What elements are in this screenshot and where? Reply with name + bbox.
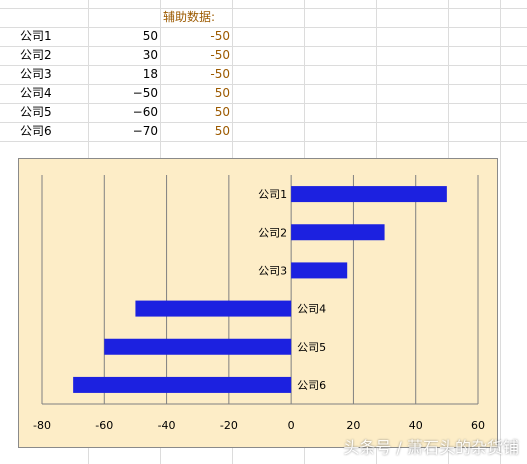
row-value-cell[interactable]: −50: [132, 86, 158, 100]
x-tick-label: 60: [471, 419, 485, 432]
row-value-cell[interactable]: 50: [142, 29, 158, 43]
bar: [135, 300, 292, 317]
bar: [73, 376, 292, 393]
grid-row-line: [0, 8, 527, 9]
bar-chart[interactable]: -80 -60 -40 -20 0 20 40 60 公司1 公司2 公司3 公司4 公司5 公司6: [18, 158, 498, 448]
grid-row-line: [0, 65, 527, 66]
row-value-cell[interactable]: −60: [132, 105, 158, 119]
row-aux-cell[interactable]: 50: [214, 86, 230, 100]
grid-row-line: [0, 141, 527, 142]
watermark-text: 头条号 / 萧石头的杂货铺: [343, 438, 519, 457]
x-tick-label: -60: [95, 419, 113, 432]
row-aux-cell[interactable]: -50: [210, 48, 230, 62]
row-name-cell[interactable]: 公司1: [20, 29, 52, 43]
category-label: 公司1: [258, 188, 287, 201]
category-label: 公司2: [258, 226, 287, 239]
row-aux-cell[interactable]: -50: [210, 29, 230, 43]
aux-data-header[interactable]: 辅助数据:: [163, 10, 216, 24]
x-tick-label: 40: [409, 419, 423, 432]
row-name-cell[interactable]: 公司2: [20, 48, 52, 62]
grid-row-line: [0, 27, 527, 28]
grid-row-line: [0, 46, 527, 47]
category-label: 公司4: [297, 303, 326, 316]
x-tick-label: -20: [220, 419, 238, 432]
grid-row-line: [0, 122, 527, 123]
row-value-cell[interactable]: 30: [142, 48, 158, 62]
category-label: 公司6: [297, 379, 326, 392]
row-name-cell[interactable]: 公司3: [20, 67, 52, 81]
bar: [291, 224, 385, 241]
row-value-cell[interactable]: −70: [132, 124, 158, 138]
x-tick-label: -80: [33, 419, 51, 432]
grid-row-line: [0, 103, 527, 104]
grid-row-line: [0, 84, 527, 85]
bar: [291, 262, 348, 279]
x-tick-label: -40: [158, 419, 176, 432]
bar: [291, 186, 447, 203]
row-aux-cell[interactable]: 50: [214, 105, 230, 119]
x-tick-label: 20: [346, 419, 360, 432]
x-tick-label: 0: [288, 419, 295, 432]
row-aux-cell[interactable]: -50: [210, 67, 230, 81]
category-label: 公司3: [258, 264, 287, 277]
grid-column-line: [500, 0, 501, 464]
chart-plot: -80 -60 -40 -20 0 20 40 60 公司1 公司2 公司3 公司4 公司5 公司6: [33, 175, 485, 432]
row-value-cell[interactable]: 18: [142, 67, 158, 81]
row-name-cell[interactable]: 公司4: [20, 86, 52, 100]
category-label: 公司5: [297, 341, 326, 354]
bar: [104, 338, 292, 355]
row-aux-cell[interactable]: 50: [214, 124, 230, 138]
row-name-cell[interactable]: 公司5: [20, 105, 52, 119]
row-name-cell[interactable]: 公司6: [20, 124, 52, 138]
